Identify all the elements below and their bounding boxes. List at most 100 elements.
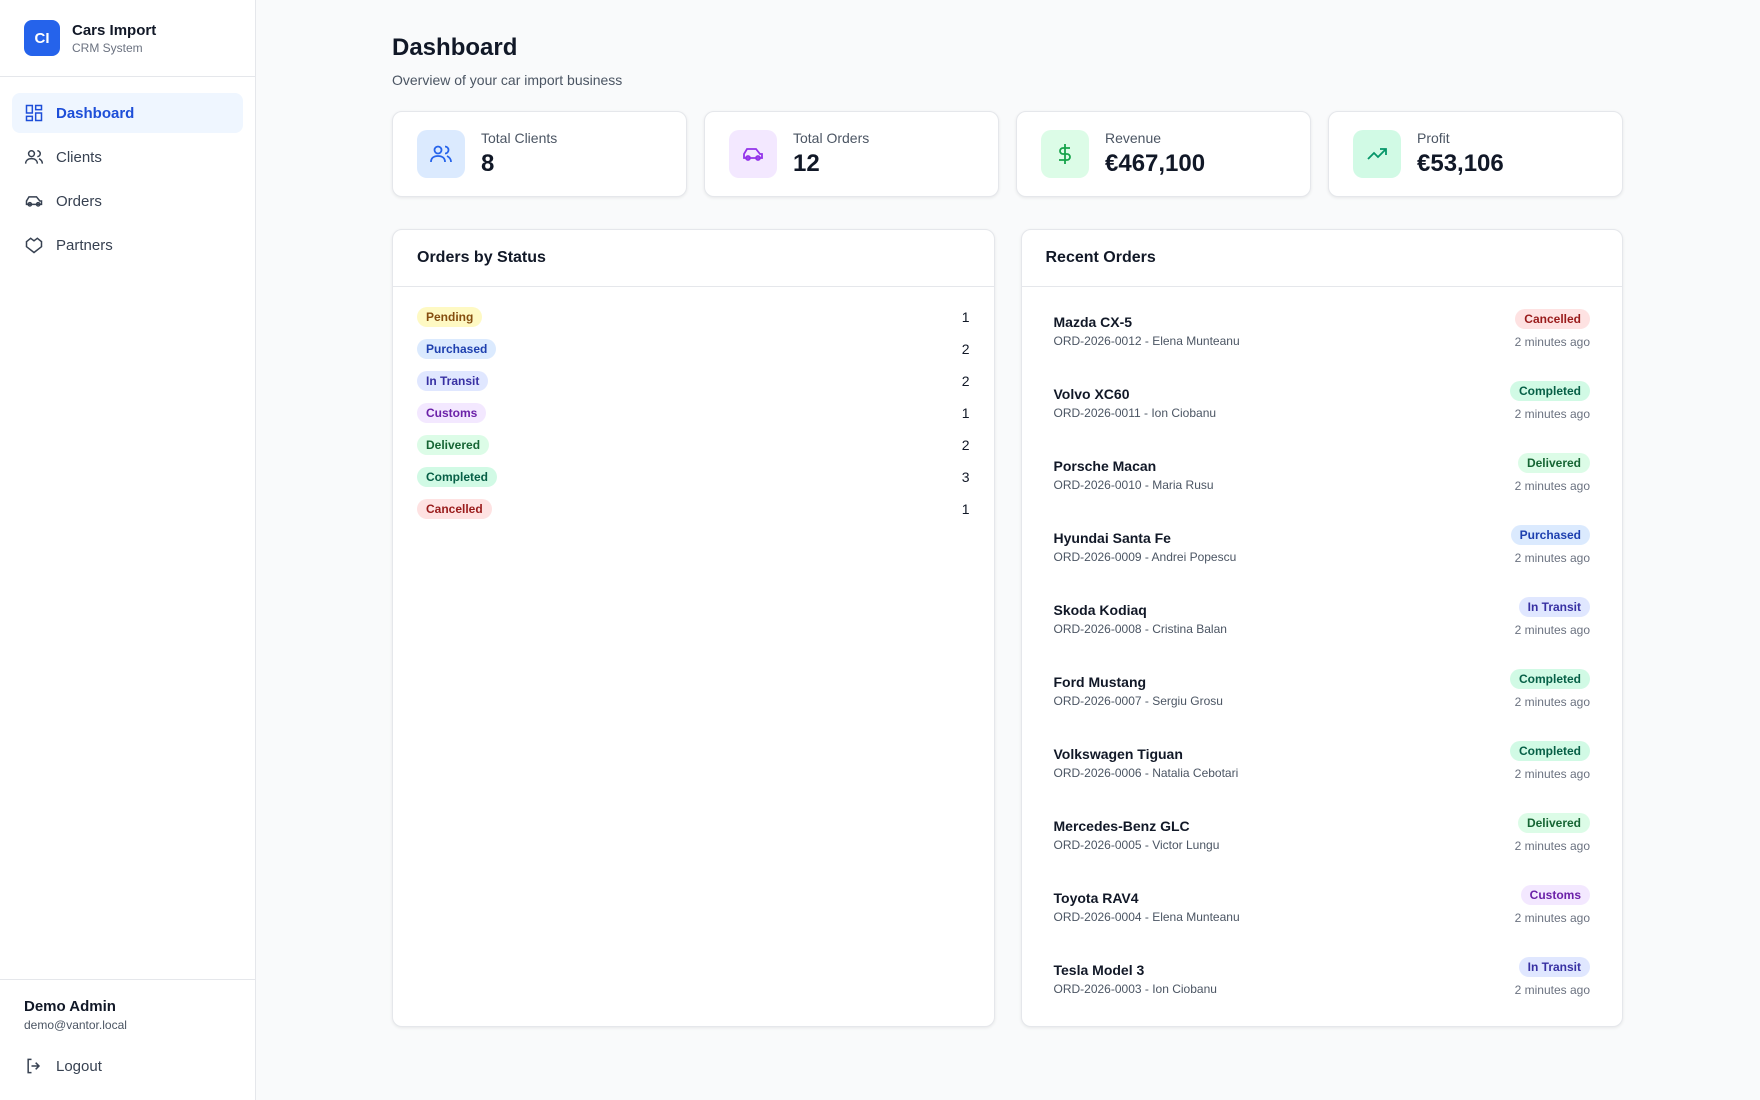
nav-label[interactable]: Dashboard xyxy=(56,104,135,122)
status-badge: In Transit xyxy=(1518,597,1590,617)
order-time: 2 minutes ago xyxy=(1514,551,1590,565)
brand-subtitle: CRM System xyxy=(72,40,143,55)
order-id: ORD-2026-0012 - Elena Munteanu xyxy=(1053,334,1240,348)
stat-glyph xyxy=(743,148,763,161)
stat-label: Revenue xyxy=(1105,130,1162,146)
status-badge: Customs xyxy=(1520,885,1590,905)
status-list: Pending 1 Purchased 2 In Transit 2 Customs 1 Del… xyxy=(393,287,994,539)
status-badge: Purchased xyxy=(417,339,497,359)
order-info: Volkswagen Tiguan ORD-2026-0006 - Natalia… xyxy=(1054,741,1239,813)
order-info: Volvo XC60 ORD-2026-0011 - Ion Ciobanu xyxy=(1054,381,1217,453)
stat-card: Profit €53,106 xyxy=(1328,111,1623,197)
status-row: Customs 1 xyxy=(417,397,970,429)
order-row[interactable]: Mercedes-Benz GLC ORD-2026-0005 - Victor … xyxy=(1053,813,1590,885)
status-row: In Transit 2 xyxy=(417,365,970,397)
stat-value: €53,106 xyxy=(1417,150,1504,177)
order-info: Hyundai Santa Fe ORD-2026-0009 - Andrei P… xyxy=(1054,525,1237,597)
status-count: 2 xyxy=(961,373,970,389)
order-info: Toyota RAV4 ORD-2026-0004 - Elena Muntean… xyxy=(1054,885,1240,957)
nav-icon xyxy=(24,150,44,164)
order-time: 2 minutes ago xyxy=(1514,767,1590,781)
panel-title: Recent Orders xyxy=(1021,230,1622,287)
logout[interactable]: Logout xyxy=(24,1056,231,1076)
order-meta: Customs 2 minutes ago xyxy=(1515,885,1590,957)
order-time: 2 minutes ago xyxy=(1514,695,1590,709)
nav-item[interactable]: Orders xyxy=(12,181,243,221)
status-panel: Orders by Status Pending 1 Purchased 2 In Tr… xyxy=(392,229,995,1027)
order-row[interactable]: Volkswagen Tiguan ORD-2026-0006 - Natalia… xyxy=(1054,741,1590,813)
status-badge: Delivered xyxy=(1517,813,1590,833)
stat-glyph xyxy=(1059,144,1071,164)
stat-glyph xyxy=(430,145,452,163)
order-meta: Completed 2 minutes ago xyxy=(1509,669,1590,741)
order-car: Tesla Model 3 xyxy=(1053,962,1145,978)
order-car: Mazda CX-5 xyxy=(1053,314,1133,330)
stat-icon xyxy=(729,130,777,178)
page-title: Dashboard xyxy=(392,34,518,61)
status-row: Completed 3 xyxy=(417,461,970,493)
status-badge: Delivered xyxy=(1517,453,1590,473)
order-row[interactable]: Porsche Macan ORD-2026-0010 - Maria Rusu D… xyxy=(1053,453,1590,525)
order-meta: Cancelled 2 minutes ago xyxy=(1515,309,1590,381)
status-count: 2 xyxy=(961,341,970,357)
order-car: Hyundai Santa Fe xyxy=(1053,530,1171,546)
order-info: Ford Mustang ORD-2026-0007 - Sergiu Grosu xyxy=(1054,669,1223,741)
order-time: 2 minutes ago xyxy=(1514,911,1590,925)
order-id: ORD-2026-0011 - Ion Ciobanu xyxy=(1053,406,1217,420)
status-count: 1 xyxy=(961,501,970,517)
status-count: 3 xyxy=(961,469,970,485)
stat-text: Revenue €467,100 xyxy=(1105,130,1205,178)
nav-label[interactable]: Clients xyxy=(56,148,102,166)
stat-text: Total Clients 8 xyxy=(481,130,557,178)
nav-item[interactable]: Partners xyxy=(12,225,243,265)
nav: Dashboard Clients Orders Partners xyxy=(0,77,255,285)
order-row[interactable]: Tesla Model 3 ORD-2026-0003 - Ion Ciobanu… xyxy=(1054,957,1590,1029)
nav-icon xyxy=(25,196,43,207)
order-meta: In Transit 2 minutes ago xyxy=(1515,597,1590,669)
order-car: Volvo XC60 xyxy=(1053,386,1130,402)
order-meta: Completed 2 minutes ago xyxy=(1509,381,1590,453)
stat-glyph xyxy=(1367,148,1387,160)
brand-text: Cars Import CRM System xyxy=(72,22,156,55)
order-row[interactable]: Volvo XC60 ORD-2026-0011 - Ion Ciobanu Com… xyxy=(1054,381,1590,453)
order-info: Tesla Model 3 ORD-2026-0003 - Ion Ciobanu xyxy=(1054,957,1217,1029)
order-id: ORD-2026-0003 - Ion Ciobanu xyxy=(1053,982,1217,996)
main: Dashboard Overview of your car import bu… xyxy=(392,34,1623,1027)
panels: Orders by Status Pending 1 Purchased 2 In Tr… xyxy=(392,229,1623,1027)
status-count: 1 xyxy=(961,309,970,325)
stat-label: Profit xyxy=(1417,130,1450,146)
nav-item[interactable]: Clients xyxy=(12,137,243,177)
nav-label[interactable]: Orders xyxy=(56,192,102,210)
logout-label[interactable]: Logout xyxy=(56,1057,102,1075)
order-row[interactable]: Hyundai Santa Fe ORD-2026-0009 - Andrei P… xyxy=(1054,525,1590,597)
order-car: Ford Mustang xyxy=(1053,674,1147,690)
order-time: 2 minutes ago xyxy=(1514,623,1590,637)
order-car: Porsche Macan xyxy=(1053,458,1157,474)
status-badge: Completed xyxy=(1509,669,1590,689)
brand: CI Cars Import CRM System xyxy=(0,0,255,77)
order-meta: Delivered 2 minutes ago xyxy=(1515,813,1590,885)
order-time: 2 minutes ago xyxy=(1514,479,1590,493)
nav-label[interactable]: Partners xyxy=(56,236,113,254)
recent-panel: Recent Orders Mazda CX-5 ORD-2026-0012 - … xyxy=(1020,229,1623,1029)
logo: CI xyxy=(24,20,60,56)
order-row[interactable]: Toyota RAV4 ORD-2026-0004 - Elena Muntean… xyxy=(1054,885,1590,957)
order-meta: Delivered 2 minutes ago xyxy=(1515,453,1590,525)
status-badge: Cancelled xyxy=(417,499,492,519)
nav-item[interactable]: Dashboard xyxy=(12,93,243,133)
order-meta: In Transit 2 minutes ago xyxy=(1515,957,1590,1029)
status-row: Purchased 2 xyxy=(417,333,970,365)
stat-label: Total Clients xyxy=(481,130,558,146)
order-car: Mercedes-Benz GLC xyxy=(1053,818,1190,834)
page-subtitle: Overview of your car import business xyxy=(392,72,623,88)
order-row[interactable]: Ford Mustang ORD-2026-0007 - Sergiu Grosu… xyxy=(1054,669,1590,741)
order-row[interactable]: Mazda CX-5 ORD-2026-0012 - Elena Munteanu… xyxy=(1053,309,1590,381)
status-badge: Customs xyxy=(417,403,487,423)
nav-icon xyxy=(25,237,43,254)
order-row[interactable]: Skoda Kodiaq ORD-2026-0008 - Cristina Bal… xyxy=(1054,597,1590,669)
status-row: Cancelled 1 xyxy=(417,493,970,525)
status-row: Pending 1 xyxy=(417,301,970,333)
order-id: ORD-2026-0007 - Sergiu Grosu xyxy=(1053,694,1223,708)
order-car: Toyota RAV4 xyxy=(1053,890,1139,906)
